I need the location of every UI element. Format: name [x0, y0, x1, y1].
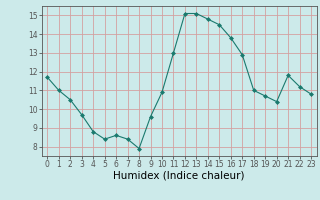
X-axis label: Humidex (Indice chaleur): Humidex (Indice chaleur) [114, 171, 245, 181]
